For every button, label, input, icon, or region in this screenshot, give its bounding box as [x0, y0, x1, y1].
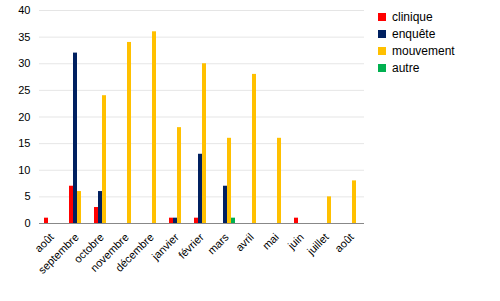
html-text:mouvement: mouvement — [392, 43, 455, 58]
svg-text:mars: mars — [205, 230, 231, 256]
svg-text:15: 15 — [18, 137, 30, 149]
svg-text:janvier: janvier — [149, 231, 181, 263]
svg-text:juin: juin — [285, 231, 306, 252]
svg-text:0: 0 — [24, 217, 30, 229]
svg-text:5: 5 — [24, 190, 30, 202]
svg-text:25: 25 — [18, 84, 30, 96]
svg-text:mai: mai — [260, 231, 281, 252]
svg-text:août: août — [332, 231, 356, 255]
svg-text:septembre: septembre — [35, 230, 81, 276]
svg-text:février: février — [176, 231, 206, 261]
svg-text:30: 30 — [18, 57, 30, 69]
svg-text:octobre: octobre — [71, 230, 106, 266]
svg-text:40: 40 — [18, 4, 30, 16]
svg-text:août: août — [32, 230, 56, 255]
svg-text:décembre: décembre — [113, 231, 156, 274]
svg-text:novembre: novembre — [87, 230, 131, 274]
html-text:enquête: enquête — [392, 26, 436, 41]
svg-text:juillet: juillet — [304, 231, 331, 258]
svg-text:avril: avril — [233, 231, 256, 254]
svg-text:20: 20 — [18, 111, 30, 123]
html-text:clinique: clinique — [392, 9, 433, 24]
html-text:autre: autre — [392, 60, 420, 75]
svg-text:10: 10 — [18, 164, 30, 176]
svg-text:35: 35 — [18, 31, 30, 43]
